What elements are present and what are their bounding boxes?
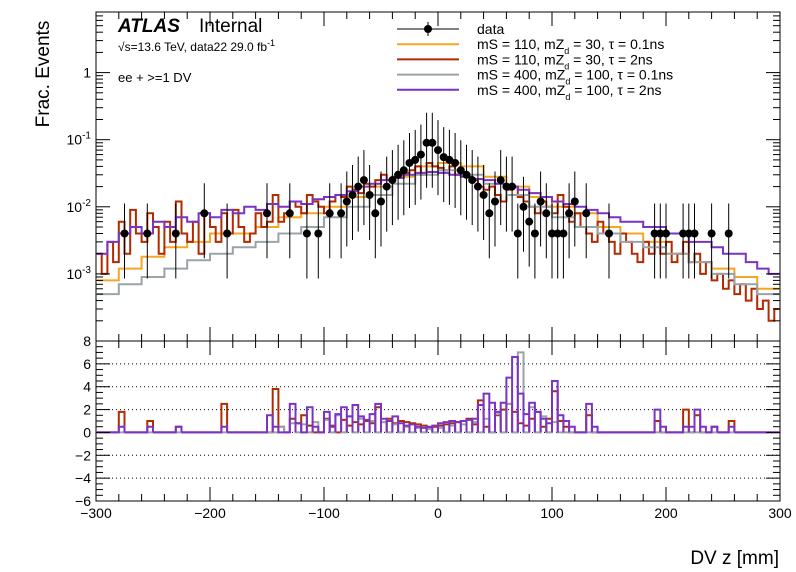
x-tick-label: 300 <box>768 505 792 521</box>
x-tick-label: −100 <box>308 505 340 521</box>
ratio-y-tick-label: −2 <box>75 447 91 463</box>
data-point <box>377 197 385 206</box>
data-point <box>724 229 733 238</box>
x-tick-label: −200 <box>194 505 226 521</box>
data-point <box>120 229 129 238</box>
ratio-y-tick-label: −6 <box>75 493 91 509</box>
data-point <box>525 217 534 226</box>
data-point <box>473 182 482 191</box>
data-point <box>263 209 271 218</box>
y-tick-label: 10-3 <box>67 265 92 282</box>
data-point <box>548 229 556 238</box>
selection-label: ee + >=1 DV <box>118 70 192 85</box>
energy-label: √s=13.6 TeV, data22 29.0 fb-1 <box>118 38 275 54</box>
data-point <box>679 229 688 238</box>
data-point <box>314 229 323 238</box>
data-point <box>200 209 209 218</box>
data-point <box>456 166 465 175</box>
data-point <box>690 229 699 238</box>
data-point <box>650 229 659 238</box>
data-point <box>285 209 294 218</box>
data-point <box>411 155 420 164</box>
ratio-y-tick-label: 8 <box>83 333 91 349</box>
y-axis-label: Frac. Events <box>33 21 54 128</box>
data-point <box>302 229 311 238</box>
x-tick-label: −300 <box>80 505 112 521</box>
data-point <box>451 158 460 167</box>
data-point <box>662 229 670 238</box>
data-point <box>354 182 363 191</box>
y-tick-label: 10-1 <box>67 131 92 148</box>
data-point <box>337 209 346 218</box>
data-point <box>428 138 437 147</box>
y-tick-label: 1 <box>83 65 91 81</box>
data-point <box>399 166 408 175</box>
data-point <box>434 146 442 155</box>
legend-data-label: data <box>477 21 504 37</box>
legend-data-marker <box>424 25 432 33</box>
data-point <box>416 150 425 159</box>
data-point <box>325 209 334 218</box>
data-point <box>707 229 716 238</box>
data-point <box>388 176 397 185</box>
data-point <box>394 170 403 179</box>
ratio-series-s4-line <box>96 356 780 434</box>
atlas-label: ATLAS <box>117 16 180 37</box>
data-point <box>422 138 431 147</box>
data-point <box>582 209 591 218</box>
data-point <box>223 229 232 238</box>
data-point <box>570 197 579 206</box>
data-point <box>485 209 494 218</box>
legend-s2-label: mS = 110, mZd = 30, τ = 2ns <box>477 51 653 71</box>
data-point <box>348 190 357 199</box>
ratio-y-tick-label: 6 <box>83 356 91 372</box>
data-point <box>656 229 665 238</box>
data-point <box>565 209 574 218</box>
data-point <box>502 182 511 191</box>
data-point <box>605 229 613 238</box>
data-point <box>382 182 391 191</box>
ratio-y-tick-label: 4 <box>83 379 91 395</box>
data-point <box>143 229 152 238</box>
legend-s4-label: mS = 400, mZd = 100, τ = 2ns <box>477 82 661 102</box>
data-point <box>508 182 517 191</box>
data-point <box>468 176 477 185</box>
x-axis-label: DV z [mm] <box>690 548 779 569</box>
data-point <box>365 190 374 199</box>
data-point <box>542 209 551 218</box>
x-tick-label: 100 <box>540 505 564 521</box>
data-point <box>513 229 522 238</box>
data-point <box>371 209 380 218</box>
y-tick-label: 10-2 <box>67 198 92 215</box>
ratio-y-tick-label: −4 <box>75 470 91 486</box>
data-point <box>359 176 368 185</box>
data-point <box>171 229 180 238</box>
data-point <box>496 176 505 185</box>
ratio-y-tick-label: 0 <box>83 424 91 440</box>
data-point <box>536 197 545 206</box>
data-point <box>462 170 471 179</box>
data-point <box>519 202 528 211</box>
ratio-y-tick-label: 2 <box>83 402 91 418</box>
legend-s1-label: mS = 110, mZd = 30, τ = 0.1ns <box>477 36 664 56</box>
x-tick-label: 200 <box>654 505 678 521</box>
data-point <box>530 229 539 238</box>
legend-s3-label: mS = 400, mZd = 100, τ = 0.1ns <box>477 67 673 87</box>
data-point <box>559 229 568 238</box>
x-tick-label: 0 <box>434 505 442 521</box>
data-point <box>553 229 562 238</box>
data-point <box>479 190 488 199</box>
data-point <box>491 197 499 206</box>
internal-label: Internal <box>199 16 262 37</box>
data-point <box>684 229 693 238</box>
data-point <box>342 197 351 206</box>
